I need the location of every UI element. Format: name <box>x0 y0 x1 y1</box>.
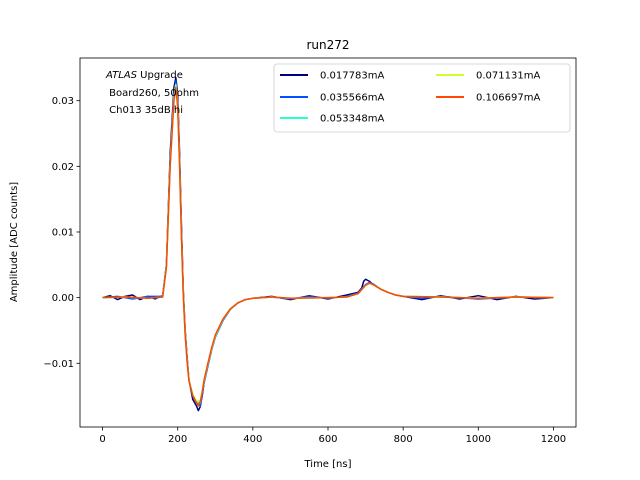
legend-label: 0.053348mA <box>320 114 384 125</box>
atlas-annotation: ATLAS Upgrade Board260, 50ohm Ch013 35dB… <box>105 70 199 116</box>
y-tick-label: 0.00 <box>52 293 74 304</box>
series-line-4 <box>102 84 554 403</box>
plot-area <box>102 76 554 412</box>
x-tick-label: 1200 <box>541 434 566 445</box>
annotation-line-2: Board260, 50ohm <box>106 88 199 99</box>
x-axis-label: Time [ns] <box>303 459 351 470</box>
series-line-5 <box>102 86 554 407</box>
legend-label: 0.017783mA <box>320 71 384 82</box>
y-axis-label: Amplitude [ADC counts] <box>9 182 20 302</box>
y-tick-label: 0.03 <box>52 96 74 107</box>
x-tick-label: 1000 <box>466 434 491 445</box>
x-tick-label: 200 <box>168 434 187 445</box>
annotation-line-3: Ch013 35dB hi <box>106 105 183 116</box>
legend-box <box>273 63 571 133</box>
legend: 0.017783mA 0.035566mA 0.053348mA 0.071131mA… <box>273 63 571 133</box>
annotation-experiment: ATLAS <box>105 70 138 81</box>
x-tick-label: 0 <box>99 434 105 445</box>
chart-title: run272 <box>306 38 349 52</box>
annotation-line-1: ATLAS Upgrade <box>105 70 183 81</box>
x-tick-label: 600 <box>318 434 337 445</box>
y-tick-label: 0.02 <box>52 162 74 173</box>
y-tick-label: −0.01 <box>43 359 74 370</box>
annotation-line-1-suffix: Upgrade <box>137 70 183 81</box>
y-tick-label: 0.01 <box>52 227 74 238</box>
x-tick-label: 800 <box>394 434 413 445</box>
legend-label: 0.071131mA <box>476 71 540 82</box>
legend-label: 0.035566mA <box>320 93 384 104</box>
y-axis-ticks: −0.01 0.00 0.01 0.02 0.03 <box>43 96 80 370</box>
x-axis-ticks: 0 200 400 600 800 1000 1200 <box>99 427 566 445</box>
x-tick-label: 400 <box>243 434 262 445</box>
legend-label: 0.106697mA <box>476 93 540 104</box>
